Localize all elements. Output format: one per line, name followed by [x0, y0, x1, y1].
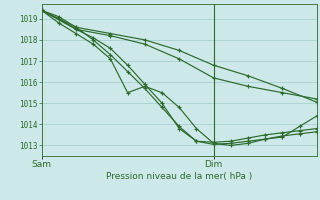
X-axis label: Pression niveau de la mer( hPa ): Pression niveau de la mer( hPa ): [106, 172, 252, 181]
